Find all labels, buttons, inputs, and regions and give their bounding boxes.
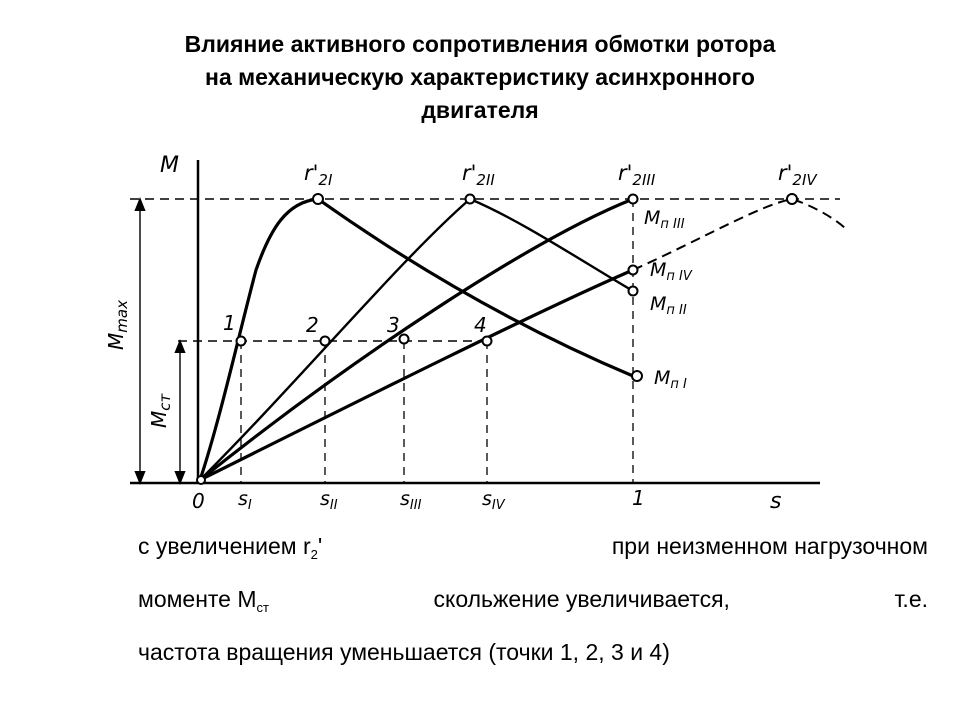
start-torque-label-III: Mп III: [644, 207, 685, 232]
slip-label-III: sIII: [400, 488, 422, 513]
slip-label-IV: sIV: [482, 488, 506, 513]
y-axis-label: M: [160, 153, 179, 178]
point-label-2: 2: [306, 313, 319, 337]
slide-title: Влияние активного сопротивления обмотки …: [40, 28, 920, 127]
start-point-IV: [627, 264, 639, 276]
mechanical-characteristic-diagram: M s 0 1 Mmax Mст r'2I: [104, 153, 846, 514]
caption-part-1: с увеличением r: [138, 533, 311, 559]
curve-r2-III: [199, 197, 634, 482]
operating-point-3: [398, 333, 410, 345]
mst-label: Mст: [147, 392, 174, 428]
curve-r2-II: [199, 197, 634, 481]
start-point-II: [627, 285, 639, 297]
point-label-4: 4: [474, 313, 487, 337]
curve-r2-IV: [199, 268, 634, 482]
x-axis-label: s: [770, 489, 781, 514]
start-point-I: [631, 370, 643, 382]
peak-point-II: [464, 193, 476, 205]
operating-point-2: [319, 335, 331, 347]
start-torque-label-IV: Mп IV: [650, 259, 693, 284]
slip-one-label: 1: [632, 486, 645, 510]
start-torque-label-II: Mп II: [650, 293, 687, 318]
caption-part-1-sub: 2: [310, 547, 318, 562]
point-label-1: 1: [223, 311, 236, 335]
slip-label-I: sI: [238, 488, 252, 513]
point-label-3: 3: [387, 313, 400, 337]
slip-label-II: sII: [320, 488, 338, 513]
peak-point-III: [627, 193, 639, 205]
curve-label-II: r'2II: [462, 161, 495, 189]
caption-part-1-end: ': [317, 533, 323, 559]
curve-label-I: r'2I: [304, 161, 333, 189]
curve-label-III: r'2III: [618, 161, 656, 189]
caption-part-4: скольжение увеличивается,: [433, 586, 730, 612]
operating-point-1: [235, 335, 247, 347]
caption-line-3: частота вращения уменьшается (точки 1, 2…: [138, 639, 670, 665]
operating-point-4: [481, 335, 493, 347]
peak-point-I: [312, 193, 324, 205]
peak-point-IV: [786, 193, 798, 205]
explanation-text: с увеличением r2' при неизменном нагрузо…: [138, 524, 928, 674]
caption-line-1: с увеличением r2' при неизменном нагрузо…: [138, 524, 928, 577]
caption-part-3: моменте М: [138, 586, 257, 612]
title-line-1: Влияние активного сопротивления обмотки …: [184, 31, 776, 57]
title-line-3: двигателя: [421, 97, 539, 123]
curve-r2-I: [198, 197, 634, 481]
start-torque-label-I: Mп I: [654, 367, 687, 392]
mmax-label: Mmax: [104, 300, 131, 350]
caption-part-5: т.е.: [894, 586, 928, 612]
origin-label: 0: [192, 489, 205, 513]
caption-part-2: при неизменном нагрузочном: [611, 533, 928, 559]
caption-part-3-sub: ст: [256, 600, 269, 615]
title-line-2: на механическую характеристику асинхронн…: [205, 64, 755, 90]
curve-label-IV: r'2IV: [778, 161, 818, 189]
origin-point: [196, 475, 206, 485]
caption-line-2: моменте Мст скольжение увеличивается, т.…: [138, 577, 928, 630]
curve-r2-IV-extension: [632, 197, 846, 271]
